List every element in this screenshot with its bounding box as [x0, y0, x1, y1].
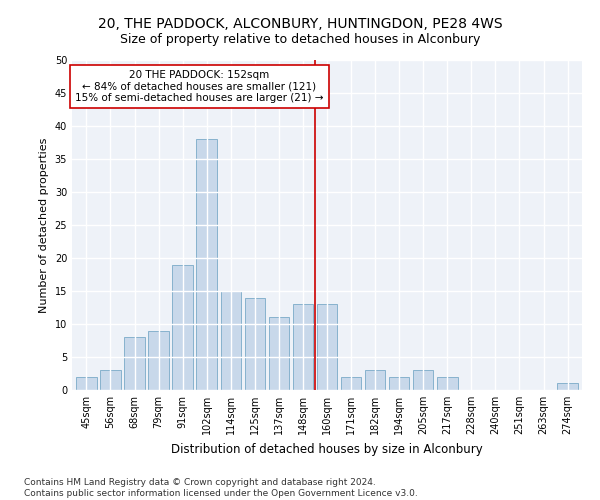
Text: 20, THE PADDOCK, ALCONBURY, HUNTINGDON, PE28 4WS: 20, THE PADDOCK, ALCONBURY, HUNTINGDON, …: [98, 18, 502, 32]
X-axis label: Distribution of detached houses by size in Alconbury: Distribution of detached houses by size …: [171, 442, 483, 456]
Bar: [413, 370, 433, 390]
Bar: [76, 377, 97, 390]
Bar: [172, 264, 193, 390]
Bar: [124, 337, 145, 390]
Text: Contains HM Land Registry data © Crown copyright and database right 2024.
Contai: Contains HM Land Registry data © Crown c…: [24, 478, 418, 498]
Text: Size of property relative to detached houses in Alconbury: Size of property relative to detached ho…: [120, 32, 480, 46]
Y-axis label: Number of detached properties: Number of detached properties: [39, 138, 49, 312]
Bar: [100, 370, 121, 390]
Bar: [365, 370, 385, 390]
Bar: [557, 384, 578, 390]
Bar: [293, 304, 313, 390]
Bar: [245, 298, 265, 390]
Bar: [317, 304, 337, 390]
Text: 20 THE PADDOCK: 152sqm
← 84% of detached houses are smaller (121)
15% of semi-de: 20 THE PADDOCK: 152sqm ← 84% of detached…: [75, 70, 324, 103]
Bar: [437, 377, 458, 390]
Bar: [341, 377, 361, 390]
Bar: [221, 291, 241, 390]
Bar: [196, 139, 217, 390]
Bar: [269, 318, 289, 390]
Bar: [389, 377, 409, 390]
Bar: [148, 330, 169, 390]
